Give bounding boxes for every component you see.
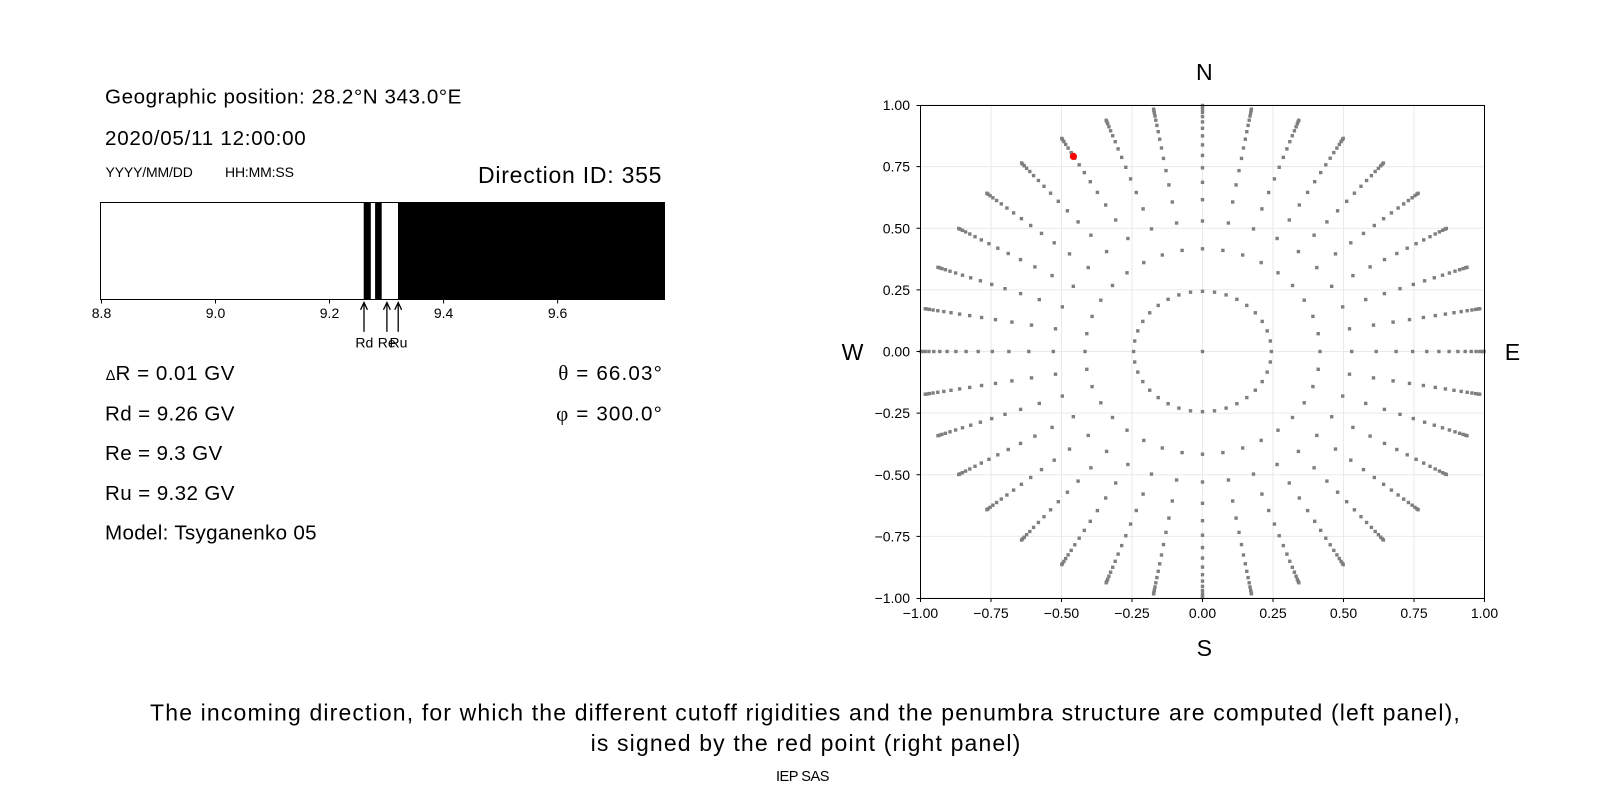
svg-text:E: E [1505,339,1520,365]
svg-text:−0.25: −0.25 [1114,605,1150,621]
svg-text:S: S [1197,635,1212,661]
svg-text:0.25: 0.25 [883,282,910,298]
svg-text:9.6: 9.6 [548,305,568,321]
svg-text:is signed by the red point (ri: is signed by the red point (right panel) [591,730,1022,756]
svg-text:ΔR = 0.01 GV: ΔR = 0.01 GV [106,362,235,385]
svg-text:0.75: 0.75 [1400,605,1427,621]
svg-text:−0.25: −0.25 [875,405,911,421]
svg-text:Direction ID: 355: Direction ID: 355 [478,162,662,188]
svg-text:YYYY/MM/DD: YYYY/MM/DD [106,164,193,180]
svg-text:0.50: 0.50 [1330,605,1357,621]
svg-text:0.75: 0.75 [883,159,910,175]
svg-text:HH:MM:SS: HH:MM:SS [225,164,294,180]
svg-text:9.4: 9.4 [434,305,454,321]
svg-text:Ru = 9.32 GV: Ru = 9.32 GV [105,482,235,505]
svg-text:9.2: 9.2 [320,305,340,321]
svg-text:IEP SAS: IEP SAS [776,769,830,785]
svg-text:0.00: 0.00 [1189,605,1216,621]
svg-text:0.00: 0.00 [883,344,910,360]
svg-text:Ru: Ru [390,335,408,351]
svg-text:Rd: Rd [355,335,373,351]
svg-text:Geographic position: 28.2°N 34: Geographic position: 28.2°N 343.0°E [105,86,462,109]
svg-text:−0.50: −0.50 [875,467,911,483]
svg-text:2020/05/11 12:00:00: 2020/05/11 12:00:00 [105,127,307,150]
svg-text:Rd = 9.26 GV: Rd = 9.26 GV [105,403,235,426]
svg-text:−0.75: −0.75 [875,528,911,544]
svg-text:8.8: 8.8 [92,305,112,321]
svg-text:Re = 9.3 GV: Re = 9.3 GV [105,442,223,465]
svg-text:1.00: 1.00 [883,97,910,113]
svg-text:θ = 66.03°: θ = 66.03° [558,361,663,385]
svg-text:0.50: 0.50 [883,220,910,236]
svg-text:Re: Re [378,335,396,351]
svg-text:The incoming direction, for wh: The incoming direction, for which the di… [150,699,1461,725]
svg-text:−1.00: −1.00 [903,605,939,621]
svg-text:0.25: 0.25 [1259,605,1286,621]
svg-text:N: N [1196,59,1213,85]
svg-text:−0.50: −0.50 [1044,605,1080,621]
svg-text:−1.00: −1.00 [875,590,911,606]
svg-text:1.00: 1.00 [1471,605,1498,621]
svg-text:9.0: 9.0 [206,305,226,321]
svg-text:W: W [842,339,864,365]
svg-text:φ = 300.0°: φ = 300.0° [556,402,663,426]
svg-text:−0.75: −0.75 [973,605,1009,621]
svg-text:Model: Tsyganenko 05: Model: Tsyganenko 05 [105,522,317,545]
